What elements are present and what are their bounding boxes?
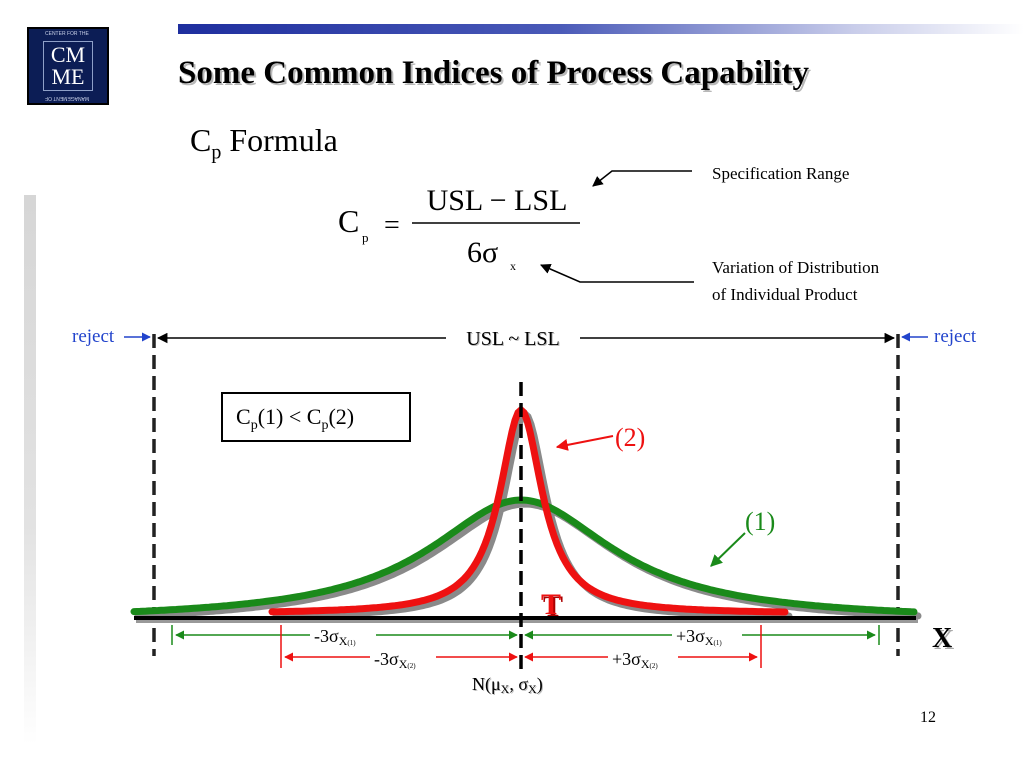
logo-text-cm: CM [50, 42, 86, 67]
variation-label-line1: Variation of Distribution [712, 258, 880, 277]
minus-3sigma-1-label: -3σX(1) [314, 626, 356, 648]
plus-3sigma-1-label: +3σX(1) [676, 626, 722, 648]
spec-range-label: Specification Range [712, 164, 850, 183]
cp-formula-heading: Cp Formula [190, 122, 338, 164]
curve-1-label-arrow [710, 532, 746, 567]
plus-3sigma-2-bg [608, 647, 678, 669]
curve-2-label: (2) [615, 423, 645, 452]
curve-1-shadow [134, 500, 922, 620]
formula-cp-c: C [338, 203, 359, 239]
cp-formula: C p = USL − LSL 6σ x [338, 184, 580, 273]
page-number: 12 [920, 709, 936, 726]
cp-heading-c: C [190, 122, 212, 158]
distribution-notation: N(μX, σX) [472, 674, 543, 696]
reject-label-left: reject [72, 326, 115, 347]
reject-label-right: reject [934, 326, 977, 347]
minus-3sigma-2-bg [370, 647, 436, 669]
plus-3sigma-2-label: +3σX(2) [612, 649, 658, 671]
spec-span-label: USL ~ LSL [466, 328, 559, 350]
plus-3sigma-1-bg [672, 625, 742, 645]
formula-denominator-sub: x [510, 259, 516, 273]
minus-3sigma-2-label: -3σX(2) [374, 649, 416, 671]
cp-comparison-text: Cp(1) < Cp(2) [236, 404, 354, 433]
logo-text-me: ME [51, 64, 85, 89]
formula-denominator: 6σ [467, 236, 498, 269]
formula-cp-sub: p [362, 230, 369, 245]
curve-2-label-arrow [555, 435, 614, 451]
spec-range-arrow [592, 170, 692, 187]
logo-emblem: CM ME [43, 41, 93, 91]
formula-numerator: USL − LSL [427, 184, 568, 217]
minus-3sigma-1-bg [310, 625, 376, 645]
cp-heading-rest: Formula [221, 122, 338, 158]
logo-ring-text-top: CENTER FOR THE [45, 31, 89, 37]
distribution-curve-1 [130, 496, 918, 616]
cp-heading-sub: p [211, 141, 222, 164]
variation-arrow [540, 263, 694, 283]
title-accent-bar [178, 24, 1024, 34]
cp-comparison-box [221, 392, 411, 442]
cmme-logo: CENTER FOR THE CM ME MANAGEMENT OF [27, 27, 109, 105]
spec-span-label-bg [446, 324, 580, 350]
distribution-curve-2 [268, 405, 789, 616]
slide-title: Some Common Indices of Process Capabilit… [178, 55, 809, 91]
curve-1-label: (1) [745, 507, 775, 536]
x-axis-label: X [932, 623, 952, 654]
variation-label-line2: of Individual Product [712, 285, 858, 304]
target-label: T [541, 588, 561, 621]
side-accent-bar [24, 195, 36, 745]
formula-equals: = [384, 210, 400, 241]
